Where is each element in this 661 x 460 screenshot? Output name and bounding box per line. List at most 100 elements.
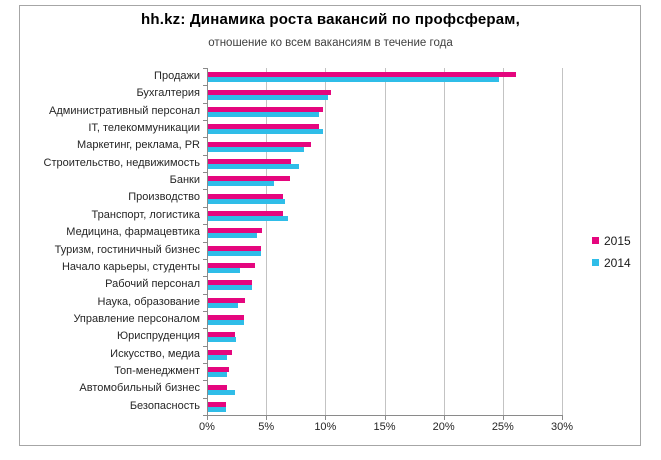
- gridline: [443, 68, 445, 415]
- bar-2015: [208, 280, 252, 286]
- x-axis-tick-label: 0%: [199, 421, 215, 433]
- category-label: Производство: [128, 191, 200, 204]
- bar-2014: [208, 94, 328, 100]
- y-axis-tick: [203, 172, 207, 174]
- bar-2014: [208, 285, 252, 291]
- bar-2014: [208, 233, 257, 239]
- x-axis-tick: [562, 416, 563, 420]
- legend-label: 2014: [604, 256, 631, 270]
- bar-2014: [208, 250, 262, 256]
- y-axis-tick: [203, 241, 207, 243]
- x-axis-tick-label: 25%: [491, 421, 514, 433]
- category-label: Административный персонал: [49, 104, 200, 117]
- category-label: Транспорт, логистика: [91, 208, 200, 221]
- bar-2015: [208, 367, 230, 373]
- gridline: [384, 68, 386, 415]
- bar-2015: [208, 332, 236, 338]
- category-label: Медицина, фармацевтика: [66, 226, 200, 239]
- bar-2015: [208, 211, 283, 216]
- y-axis-tick: [203, 206, 207, 208]
- x-axis-tick: [207, 416, 208, 420]
- y-axis-tick: [203, 258, 207, 260]
- y-axis-tick: [203, 120, 207, 122]
- gridline: [325, 68, 327, 415]
- legend-label: 2015: [604, 234, 631, 248]
- x-axis-tick-label: 10%: [314, 421, 337, 433]
- bar-2014: [208, 181, 275, 187]
- y-axis-tick: [203, 68, 207, 69]
- category-label: Топ-менеджмент: [114, 364, 200, 377]
- gridline: [562, 68, 563, 415]
- y-axis-tick: [203, 85, 207, 87]
- chart-subtitle: отношение ко всем вакансиям в течение го…: [208, 37, 453, 49]
- x-axis-tick-label: 15%: [373, 421, 396, 433]
- bar-2014: [208, 198, 285, 204]
- y-axis-tick: [203, 189, 207, 191]
- bar-2014: [208, 129, 323, 135]
- y-axis-tick: [203, 137, 207, 139]
- y-axis-tick: [203, 362, 207, 364]
- category-label: Наука, образование: [97, 295, 200, 308]
- x-axis-tick-label: 20%: [432, 421, 455, 433]
- x-axis-tick: [325, 416, 327, 420]
- bar-2015: [208, 401, 226, 407]
- gridline: [266, 68, 268, 415]
- category-label: Рабочий персонал: [105, 278, 200, 291]
- legend-entry-2015: 2015: [592, 234, 638, 248]
- bar-2014: [208, 146, 304, 152]
- y-axis-tick: [203, 345, 207, 347]
- bar-2015: [208, 263, 256, 269]
- x-axis-tick: [266, 416, 268, 420]
- bar-2014: [208, 77, 500, 83]
- bar-2015: [208, 315, 244, 321]
- bar-2014: [208, 337, 237, 343]
- bar-2014: [208, 372, 227, 378]
- category-label: Маркетинг, реклама, PR: [76, 139, 200, 152]
- y-axis-tick: [203, 154, 207, 156]
- legend-swatch-2014: [592, 259, 599, 266]
- category-label: Строительство, недвижимость: [43, 156, 200, 169]
- legend-swatch-2015: [592, 237, 599, 244]
- category-label: Управление персоналом: [73, 312, 200, 325]
- category-label: Автомобильный бизнес: [79, 382, 200, 395]
- category-label: Начало карьеры, студенты: [61, 260, 200, 273]
- x-axis-tick: [502, 416, 504, 420]
- bar-2014: [208, 163, 300, 169]
- bar-2015: [208, 72, 516, 78]
- bar-2014: [208, 268, 240, 274]
- bar-2014: [208, 302, 238, 308]
- y-axis-tick: [203, 276, 207, 278]
- bar-2015: [208, 158, 291, 164]
- bar-2014: [208, 111, 320, 117]
- chart-title: hh.kz: Динамика роста вакансий по профсф…: [141, 11, 520, 28]
- y-axis-tick: [203, 415, 207, 416]
- category-label: Банки: [169, 174, 200, 187]
- bar-2015: [208, 349, 232, 355]
- bar-2015: [208, 193, 283, 199]
- y-axis-tick: [203, 310, 207, 312]
- category-label: Бухгалтерия: [136, 87, 200, 100]
- bar-2014: [208, 320, 244, 326]
- category-label: Туризм, гостиничный бизнес: [54, 243, 200, 256]
- y-axis-tick: [203, 293, 207, 295]
- y-axis-tick: [203, 102, 207, 104]
- x-axis-tick: [384, 416, 386, 420]
- y-axis-line: [207, 68, 208, 416]
- bar-2014: [208, 216, 289, 221]
- category-label: Юриспруденция: [117, 330, 200, 343]
- bar-2015: [208, 384, 227, 390]
- bar-2015: [208, 176, 290, 182]
- category-label: Продажи: [154, 70, 200, 82]
- bar-2015: [208, 228, 263, 234]
- bar-2015: [208, 89, 332, 95]
- bar-2014: [208, 354, 227, 360]
- x-axis-tick-label: 30%: [550, 421, 574, 433]
- y-axis-tick: [203, 397, 207, 399]
- bar-2015: [208, 297, 245, 303]
- category-label: IT, телекоммуникации: [88, 122, 200, 135]
- y-axis-tick: [203, 328, 207, 330]
- bar-2015: [208, 106, 323, 112]
- y-axis-tick: [203, 224, 207, 226]
- x-axis-tick-label: 5%: [258, 421, 275, 433]
